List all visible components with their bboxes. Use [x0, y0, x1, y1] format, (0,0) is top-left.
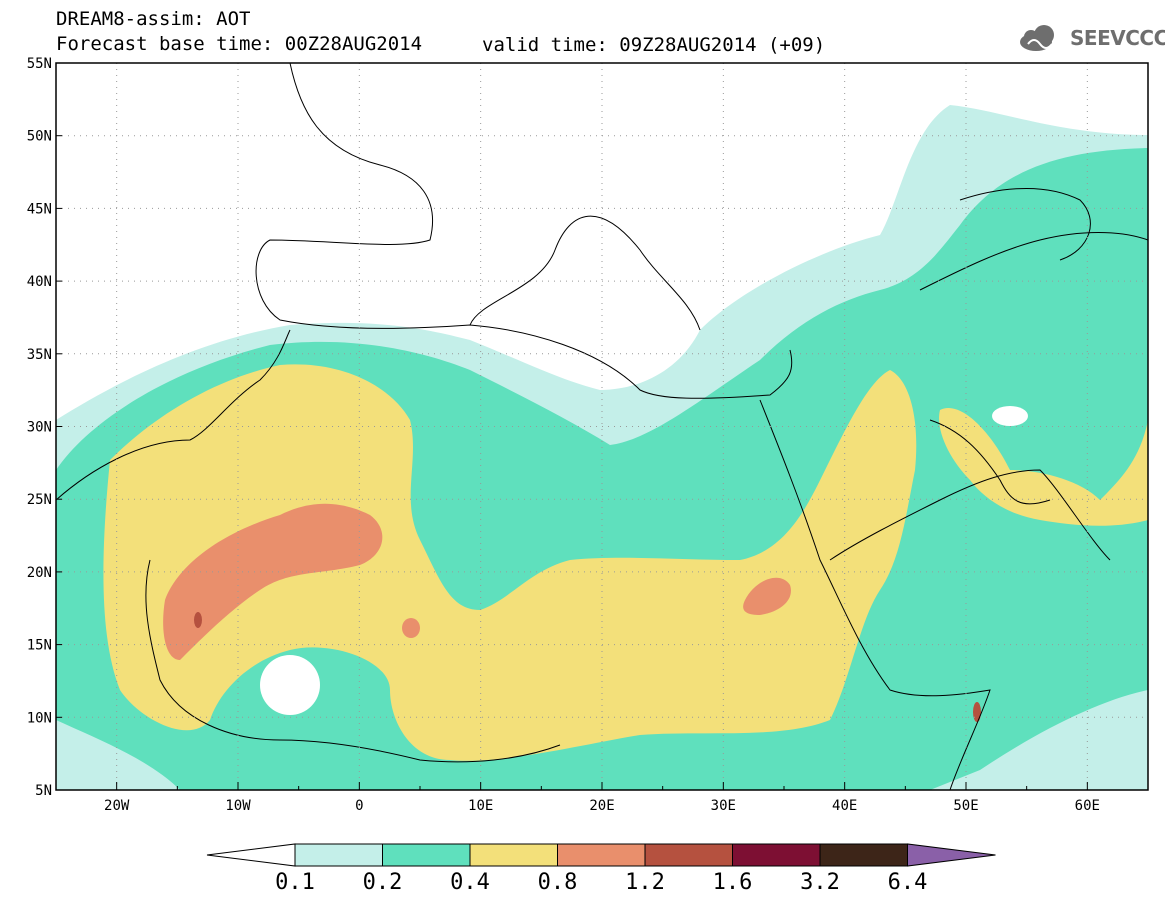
lon-label: 0	[355, 798, 363, 814]
lat-label: 20N	[27, 565, 52, 581]
colorbar-swatch	[557, 843, 646, 867]
lat-axis: 55N 50N 45N 40N 35N 30N 25N 20N 15N 10N 5N	[27, 56, 62, 799]
lon-label: 30E	[711, 798, 736, 814]
colorbar-swatch	[469, 843, 558, 867]
colorbar-level-label: 1.6	[712, 870, 753, 895]
logo-text: SEEVCCC	[1070, 26, 1165, 50]
lon-label: 20E	[589, 798, 614, 814]
lat-label: 25N	[27, 492, 52, 508]
lon-label: 20W	[104, 798, 130, 814]
aot-band-0.8-west	[163, 503, 383, 660]
aot-band-1.2-west	[194, 612, 202, 628]
colorbar-below-arrow	[206, 843, 296, 867]
colorbar-level-label: 6.4	[887, 870, 928, 895]
aot-band-0.4	[103, 364, 917, 761]
aot-band-0.8-mali	[402, 618, 420, 638]
coastline-red-sea	[759, 399, 991, 790]
lat-label: 50N	[27, 129, 52, 145]
colorbar-level-label: 0.8	[537, 870, 578, 895]
colorbar-level-label: 0.2	[362, 870, 403, 895]
lat-label: 35N	[27, 347, 52, 363]
clean-air-guinea	[260, 655, 320, 715]
coastline-aral	[959, 187, 1091, 261]
colorbar-level-label: 0.4	[450, 870, 490, 895]
lat-label: 45N	[27, 201, 52, 217]
lat-label: 15N	[27, 638, 52, 654]
clean-air-iran	[992, 406, 1028, 426]
valid-time: valid time: 09Z28AUG2014 (+09)	[482, 34, 826, 56]
colorbar-swatch	[732, 843, 821, 867]
coastline-caspian	[919, 232, 1148, 291]
coastlines	[56, 63, 1148, 790]
lat-label: 55N	[27, 56, 52, 72]
lon-label: 10W	[225, 798, 251, 814]
colorbar	[206, 843, 996, 867]
coastline-morocco	[56, 329, 291, 501]
map-title: DREAM8-assim: AOT	[56, 8, 251, 30]
colorbar-above-arrow	[907, 843, 996, 867]
colorbar-level-label: 0.1	[275, 870, 315, 895]
coastline-arabia	[829, 469, 1111, 561]
cloud-logo-icon	[1020, 25, 1054, 51]
coastline-italy-balkans	[469, 215, 701, 331]
lon-label: 60E	[1075, 798, 1100, 814]
colorbar-swatch	[819, 843, 908, 867]
lon-label: 50E	[953, 798, 978, 814]
aot-band-1.2-horn	[973, 702, 981, 722]
lat-label: 40N	[27, 274, 52, 290]
coastline-west-africa	[145, 559, 561, 763]
lat-lon-grid	[56, 63, 1148, 790]
colorbar-swatch	[294, 843, 383, 867]
lat-label: 30N	[27, 420, 52, 436]
colorbar-level-label: 3.2	[800, 870, 840, 895]
lon-axis: 20W 10W 0 10E 20E 30E 40E 50E 60E	[55, 782, 1149, 814]
coastline-persian-gulf	[929, 419, 1051, 505]
lat-label: 10N	[27, 710, 52, 726]
forecast-base-time: Forecast base time: 00Z28AUG2014	[56, 33, 423, 55]
colorbar-level-label: 1.2	[625, 870, 665, 895]
lat-label: 5N	[35, 783, 52, 799]
aot-band-0.8-sudan	[743, 577, 791, 615]
colorbar-swatch	[644, 843, 733, 867]
coastline-europe-north-africa	[255, 63, 793, 399]
lon-label: 10E	[468, 798, 493, 814]
colorbar-swatch	[382, 843, 471, 867]
seevccc-logo: SEEVCCC	[1018, 22, 1165, 54]
aot-patch-gulf	[939, 408, 1148, 526]
lon-label: 40E	[832, 798, 857, 814]
